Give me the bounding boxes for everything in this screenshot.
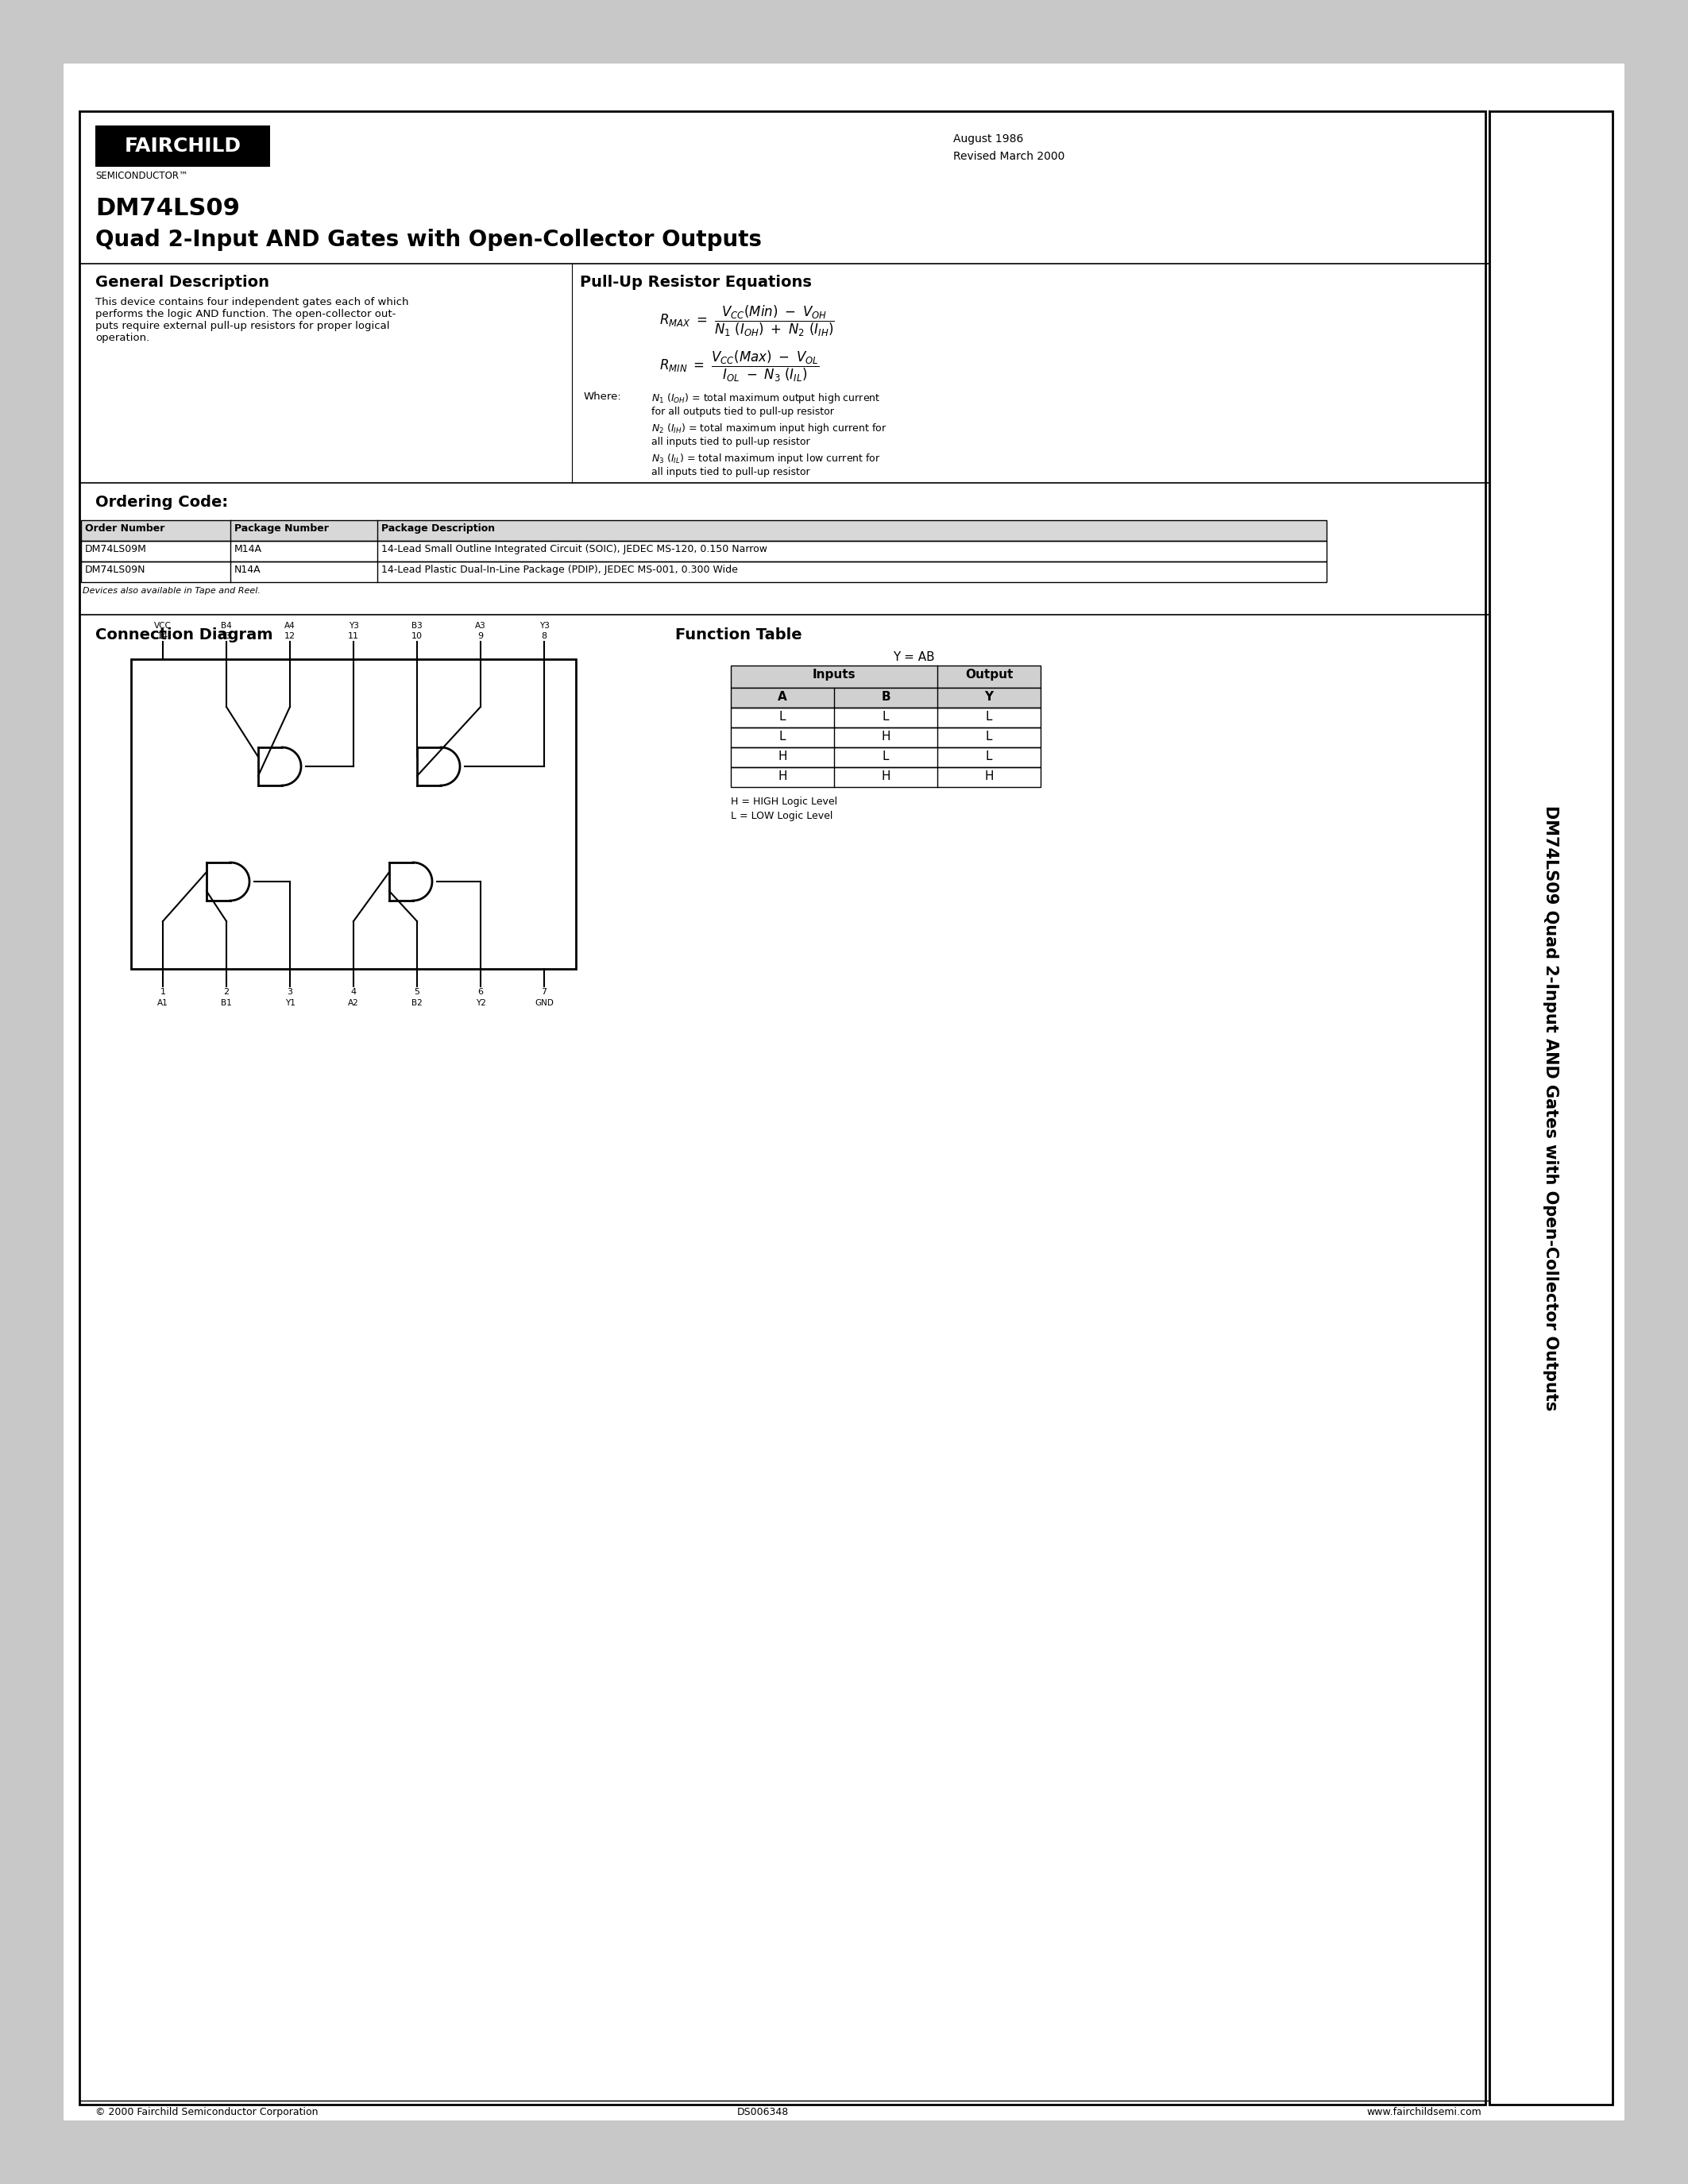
Text: H: H <box>778 751 787 762</box>
Text: Package Number: Package Number <box>235 524 329 533</box>
Text: 13: 13 <box>221 631 231 640</box>
Bar <box>731 747 1040 767</box>
Text: L: L <box>883 751 890 762</box>
Text: H: H <box>778 771 787 782</box>
Text: Inputs: Inputs <box>812 668 856 681</box>
Text: FAIRCHILD: FAIRCHILD <box>125 138 241 155</box>
Bar <box>731 708 1040 727</box>
Bar <box>95 124 270 166</box>
Text: 11: 11 <box>348 631 360 640</box>
Text: Function Table: Function Table <box>675 627 802 642</box>
Text: A1: A1 <box>157 998 169 1007</box>
Text: www.fairchildsemi.com: www.fairchildsemi.com <box>1367 2108 1482 2116</box>
Text: August 1986: August 1986 <box>954 133 1023 144</box>
Text: SEMICONDUCTOR™: SEMICONDUCTOR™ <box>95 170 187 181</box>
Text: 1: 1 <box>160 987 165 996</box>
Bar <box>79 111 1485 2105</box>
Text: Quad 2-Input AND Gates with Open-Collector Outputs: Quad 2-Input AND Gates with Open-Collect… <box>95 229 761 251</box>
Text: $R_{MAX}\ =\ \dfrac{V_{CC}(Min)\ -\ V_{OH}}{N_1\ (I_{OH})\ +\ N_2\ (I_{IH})}$: $R_{MAX}\ =\ \dfrac{V_{CC}(Min)\ -\ V_{O… <box>660 304 834 339</box>
Text: $R_{MIN}\ =\ \dfrac{V_{CC}(Max)\ -\ V_{OL}}{I_{OL}\ -\ N_3\ (I_{IL})}$: $R_{MIN}\ =\ \dfrac{V_{CC}(Max)\ -\ V_{O… <box>660 349 819 384</box>
Text: 4: 4 <box>351 987 356 996</box>
Text: 3: 3 <box>287 987 292 996</box>
Text: 2: 2 <box>223 987 230 996</box>
Text: DM74LS09M: DM74LS09M <box>84 544 147 555</box>
Text: DM74LS09N: DM74LS09N <box>84 566 145 574</box>
Bar <box>731 767 1040 786</box>
Text: L = LOW Logic Level: L = LOW Logic Level <box>731 810 832 821</box>
Text: Y2: Y2 <box>476 998 486 1007</box>
Text: all inputs tied to pull-up resistor: all inputs tied to pull-up resistor <box>652 467 810 478</box>
Text: H: H <box>881 771 890 782</box>
Text: Y3: Y3 <box>538 622 549 629</box>
Text: Devices also available in Tape and Reel.: Devices also available in Tape and Reel. <box>83 587 260 594</box>
Text: 14-Lead Small Outline Integrated Circuit (SOIC), JEDEC MS-120, 0.150 Narrow: 14-Lead Small Outline Integrated Circuit… <box>381 544 768 555</box>
Text: $N_1\ (I_{OH})$ = total maximum output high current: $N_1\ (I_{OH})$ = total maximum output h… <box>652 391 881 404</box>
Text: 10: 10 <box>412 631 422 640</box>
Text: N14A: N14A <box>235 566 262 574</box>
Text: L: L <box>780 732 787 743</box>
Text: 9: 9 <box>478 631 483 640</box>
Bar <box>731 727 1040 747</box>
Text: GND: GND <box>535 998 554 1007</box>
Text: Output: Output <box>966 668 1013 681</box>
Text: Ordering Code:: Ordering Code: <box>95 496 228 509</box>
Text: H: H <box>881 732 890 743</box>
Text: Connection Diagram: Connection Diagram <box>95 627 273 642</box>
Text: 14: 14 <box>157 631 169 640</box>
Text: 6: 6 <box>478 987 483 996</box>
Text: H: H <box>984 771 994 782</box>
Bar <box>81 561 1327 583</box>
Text: L: L <box>883 710 890 723</box>
Text: Where:: Where: <box>584 391 621 402</box>
Text: A: A <box>778 690 787 703</box>
Text: DM74LS09 Quad 2-Input AND Gates with Open-Collector Outputs: DM74LS09 Quad 2-Input AND Gates with Ope… <box>1543 806 1560 1411</box>
Text: 7: 7 <box>542 987 547 996</box>
Text: DS006348: DS006348 <box>736 2108 788 2116</box>
Text: Y = AB: Y = AB <box>893 651 935 664</box>
Text: Pull-Up Resistor Equations: Pull-Up Resistor Equations <box>581 275 812 290</box>
Text: all inputs tied to pull-up resistor: all inputs tied to pull-up resistor <box>652 437 810 448</box>
Text: A2: A2 <box>348 998 360 1007</box>
Text: B: B <box>881 690 890 703</box>
Text: General Description: General Description <box>95 275 270 290</box>
Text: Package Description: Package Description <box>381 524 495 533</box>
Text: B2: B2 <box>412 998 422 1007</box>
Bar <box>1489 111 1612 2105</box>
Text: Y3: Y3 <box>348 622 358 629</box>
Bar <box>81 520 1327 542</box>
Text: 5: 5 <box>414 987 420 996</box>
Text: L: L <box>986 710 993 723</box>
Text: 8: 8 <box>542 631 547 640</box>
Text: B3: B3 <box>412 622 422 629</box>
Text: 14-Lead Plastic Dual-In-Line Package (PDIP), JEDEC MS-001, 0.300 Wide: 14-Lead Plastic Dual-In-Line Package (PD… <box>381 566 738 574</box>
Bar <box>731 688 1040 708</box>
Text: $N_3\ (I_{IL})$ = total maximum input low current for: $N_3\ (I_{IL})$ = total maximum input lo… <box>652 452 881 465</box>
Text: 12: 12 <box>284 631 295 640</box>
Text: B1: B1 <box>221 998 231 1007</box>
Text: $N_2\ (I_{IH})$ = total maximum input high current for: $N_2\ (I_{IH})$ = total maximum input hi… <box>652 422 886 435</box>
Text: Y: Y <box>984 690 993 703</box>
Text: Y1: Y1 <box>285 998 295 1007</box>
Text: © 2000 Fairchild Semiconductor Corporation: © 2000 Fairchild Semiconductor Corporati… <box>95 2108 317 2116</box>
Text: Order Number: Order Number <box>84 524 165 533</box>
Text: Revised March 2000: Revised March 2000 <box>954 151 1065 162</box>
Bar <box>731 666 1040 688</box>
Text: L: L <box>986 732 993 743</box>
Bar <box>81 542 1327 561</box>
Bar <box>132 660 576 970</box>
Text: A3: A3 <box>474 622 486 629</box>
Text: M14A: M14A <box>235 544 262 555</box>
Text: B4: B4 <box>221 622 231 629</box>
Text: A4: A4 <box>285 622 295 629</box>
Text: L: L <box>780 710 787 723</box>
Text: VCC: VCC <box>154 622 172 629</box>
Text: L: L <box>986 751 993 762</box>
Text: This device contains four independent gates each of which
performs the logic AND: This device contains four independent ga… <box>95 297 408 343</box>
Text: for all outputs tied to pull-up resistor: for all outputs tied to pull-up resistor <box>652 406 834 417</box>
Text: H = HIGH Logic Level: H = HIGH Logic Level <box>731 797 837 806</box>
Text: DM74LS09: DM74LS09 <box>95 197 240 221</box>
